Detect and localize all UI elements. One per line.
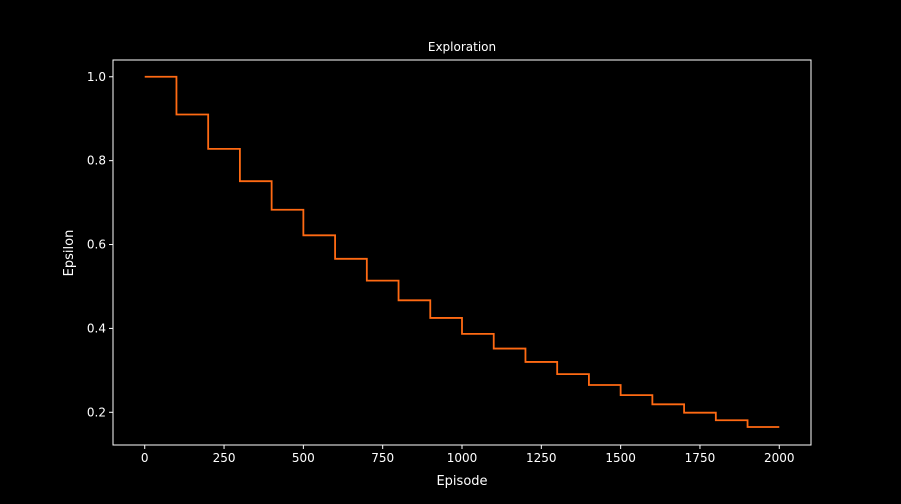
y-tick-label: 0.6 — [87, 238, 106, 252]
x-tick-label: 1500 — [605, 451, 636, 465]
x-tick-label: 1000 — [447, 451, 478, 465]
y-tick-label: 0.2 — [87, 405, 106, 419]
y-tick-label: 1.0 — [87, 70, 106, 84]
plot-area — [144, 75, 780, 428]
y-tick-label: 0.8 — [87, 154, 106, 168]
x-tick-label: 750 — [371, 451, 394, 465]
y-axis-label: Epsilon — [62, 230, 77, 277]
x-tick-label: 0 — [141, 451, 149, 465]
chart-title: Exploration — [428, 40, 496, 54]
x-tick-label: 500 — [292, 451, 315, 465]
y-axis: 0.2 0.4 0.6 0.8 1.0 — [87, 70, 113, 419]
series-line — [144, 75, 780, 428]
x-axis: 0 250 500 750 1000 1250 1500 1750 2000 — [141, 445, 795, 465]
x-tick-label: 250 — [213, 451, 236, 465]
x-tick-label: 1250 — [526, 451, 557, 465]
x-tick-label: 2000 — [764, 451, 795, 465]
x-axis-label: Episode — [436, 474, 487, 489]
x-tick-label: 1750 — [685, 451, 716, 465]
y-tick-label: 0.4 — [87, 321, 106, 335]
